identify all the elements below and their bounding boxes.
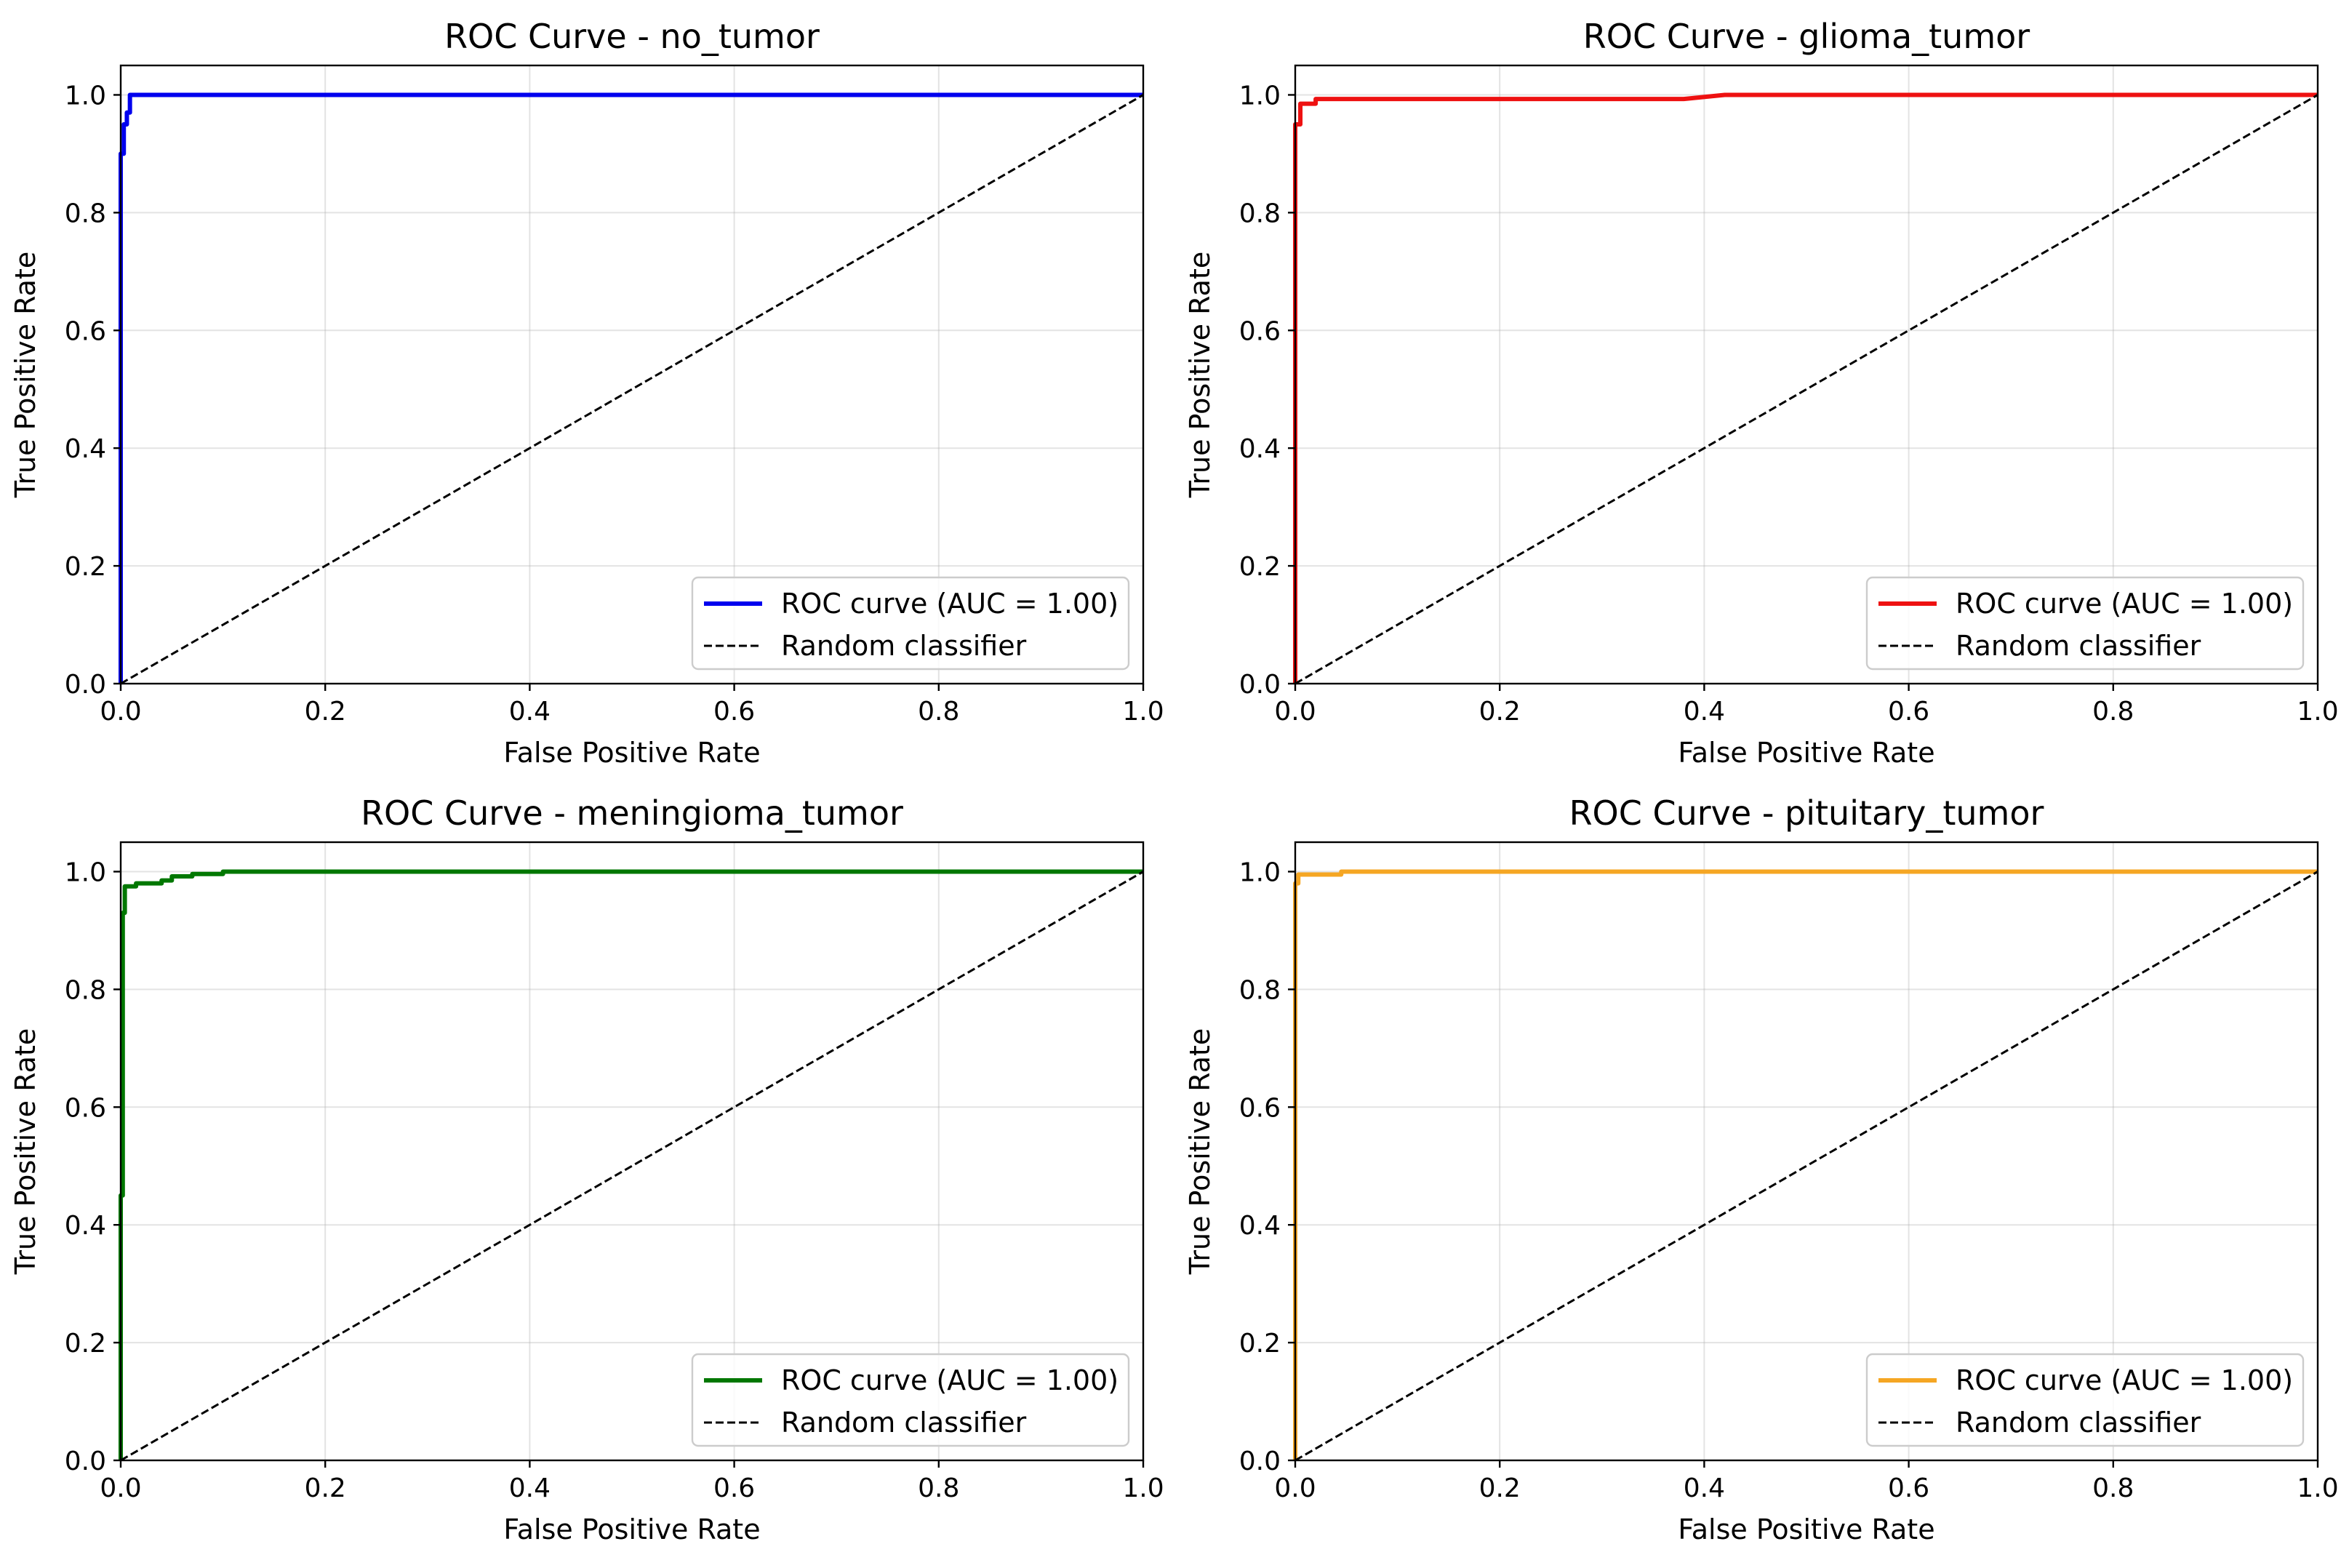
y-tick-label: 1.0 — [1239, 857, 1281, 887]
x-tick-label: 0.8 — [2092, 697, 2134, 727]
legend-label: Random classifier — [781, 1407, 1027, 1439]
y-tick-label: 0.4 — [1239, 1211, 1281, 1241]
y-tick-label: 0.8 — [1239, 975, 1281, 1005]
y-tick-label: 0.6 — [1239, 1093, 1281, 1123]
x-tick-label: 0.6 — [713, 1473, 755, 1503]
y-tick-label: 1.0 — [1239, 81, 1281, 111]
random-classifier-line — [120, 871, 1144, 1462]
axes-frame — [119, 841, 1145, 1462]
x-tick-label: 1.0 — [2297, 697, 2338, 727]
x-tick-label: 0.6 — [1888, 697, 1929, 727]
random-classifier-line — [1294, 871, 2318, 1462]
y-tick-label: 0.4 — [65, 1211, 106, 1241]
y-tick-label: 0.0 — [65, 1447, 106, 1476]
chart-panel-no_tumor: 0.0 0.2 0.4 0.6 0.8 1.0 0.0 0.2 0.4 0.6 0.8 1.0 ROC … — [9, 17, 1164, 769]
x-tick-label: 1.0 — [1122, 1473, 1164, 1503]
chart-title: ROC Curve - no_tumor — [444, 17, 820, 56]
legend-box — [691, 576, 1130, 671]
x-tick-label: 0.0 — [1274, 1473, 1316, 1503]
y-tick-label: 0.0 — [65, 670, 106, 700]
roc-curve-line — [1293, 92, 2318, 684]
x-tick-label: 0.0 — [100, 697, 141, 727]
legend-box — [1865, 576, 2305, 671]
y-tick-label: 0.0 — [1239, 1447, 1281, 1476]
legend-label: ROC curve (AUC = 1.00) — [781, 1364, 1119, 1396]
legend: ROC curve (AUC = 1.00) Random classifier — [691, 576, 1130, 671]
x-tick-label: 0.0 — [100, 1473, 141, 1503]
chart-title: ROC Curve - meningioma_tumor — [361, 793, 903, 833]
x-tick-label: 0.6 — [713, 697, 755, 727]
x-tick-label: 0.4 — [509, 1473, 551, 1503]
axes-frame — [1294, 64, 2319, 685]
x-axis-label: False Positive Rate — [503, 1513, 760, 1545]
x-axis-label: False Positive Rate — [503, 737, 760, 769]
y-tick-label: 0.6 — [1239, 316, 1281, 346]
y-tick-label: 0.6 — [65, 316, 106, 346]
legend-box — [691, 1353, 1130, 1447]
y-tick-label: 0.4 — [65, 434, 106, 464]
y-tick-label: 0.2 — [65, 552, 106, 582]
y-axis-label: True Positive Rate — [9, 1028, 41, 1276]
random-classifier-line — [120, 94, 1144, 685]
x-tick-label: 1.0 — [1122, 697, 1164, 727]
legend: ROC curve (AUC = 1.00) Random classifier — [1865, 1353, 2305, 1447]
y-axis-label: True Positive Rate — [1184, 1028, 1216, 1276]
chart-panel-pituitary_tumor: 0.0 0.2 0.4 0.6 0.8 1.0 0.0 0.2 0.4 0.6 0.8 1.0 ROC … — [1184, 793, 2339, 1545]
legend-box — [1865, 1353, 2305, 1447]
x-tick-label: 0.2 — [305, 697, 346, 727]
random-classifier-line — [1294, 94, 2318, 685]
legend-label: ROC curve (AUC = 1.00) — [1956, 588, 2293, 620]
y-tick-label: 0.8 — [65, 975, 106, 1005]
x-axis-label: False Positive Rate — [1678, 737, 1934, 769]
x-tick-label: 1.0 — [2297, 1473, 2338, 1503]
x-tick-label: 0.8 — [2092, 1473, 2134, 1503]
axes-frame — [1294, 841, 2319, 1462]
y-tick-label: 0.8 — [65, 199, 106, 228]
roc-curve-line — [119, 92, 1143, 684]
y-tick-label: 1.0 — [65, 81, 106, 111]
x-tick-label: 0.4 — [1684, 697, 1725, 727]
x-axis-label: False Positive Rate — [1678, 1513, 1934, 1545]
x-tick-label: 0.6 — [1888, 1473, 1929, 1503]
chart-panel-meningioma_tumor: 0.0 0.2 0.4 0.6 0.8 1.0 0.0 0.2 0.4 0.6 0.8 1.0 ROC … — [9, 793, 1164, 1545]
legend-label: Random classifier — [1956, 630, 2201, 662]
legend: ROC curve (AUC = 1.00) Random classifier — [691, 1353, 1130, 1447]
y-tick-label: 0.2 — [65, 1329, 106, 1359]
x-tick-label: 0.2 — [1479, 697, 1521, 727]
y-tick-label: 1.0 — [65, 857, 106, 887]
y-axis-label: True Positive Rate — [9, 252, 41, 499]
chart-title: ROC Curve - pituitary_tumor — [1569, 793, 2044, 833]
y-tick-label: 0.2 — [1239, 1329, 1281, 1359]
legend-label: ROC curve (AUC = 1.00) — [1956, 1364, 2293, 1396]
roc-curve-line — [119, 869, 1143, 1460]
chart-title: ROC Curve - glioma_tumor — [1583, 17, 2030, 56]
y-tick-label: 0.4 — [1239, 434, 1281, 464]
legend: ROC curve (AUC = 1.00) Random classifier — [1865, 576, 2305, 671]
x-tick-label: 0.4 — [509, 697, 551, 727]
x-tick-label: 0.8 — [918, 1473, 959, 1503]
x-tick-label: 0.4 — [1684, 1473, 1725, 1503]
legend-label: ROC curve (AUC = 1.00) — [781, 588, 1119, 620]
legend-label: Random classifier — [1956, 1407, 2201, 1439]
y-tick-label: 0.8 — [1239, 199, 1281, 228]
x-tick-label: 0.2 — [1479, 1473, 1521, 1503]
y-tick-label: 0.2 — [1239, 552, 1281, 582]
x-tick-label: 0.8 — [918, 697, 959, 727]
y-tick-label: 0.6 — [65, 1093, 106, 1123]
y-axis-label: True Positive Rate — [1184, 252, 1216, 499]
axes-frame — [119, 64, 1145, 685]
legend-label: Random classifier — [781, 630, 1027, 662]
y-tick-label: 0.0 — [1239, 670, 1281, 700]
x-tick-label: 0.0 — [1274, 697, 1316, 727]
x-tick-label: 0.2 — [305, 1473, 346, 1503]
chart-panel-glioma_tumor: 0.0 0.2 0.4 0.6 0.8 1.0 0.0 0.2 0.4 0.6 0.8 1.0 ROC … — [1184, 17, 2339, 769]
